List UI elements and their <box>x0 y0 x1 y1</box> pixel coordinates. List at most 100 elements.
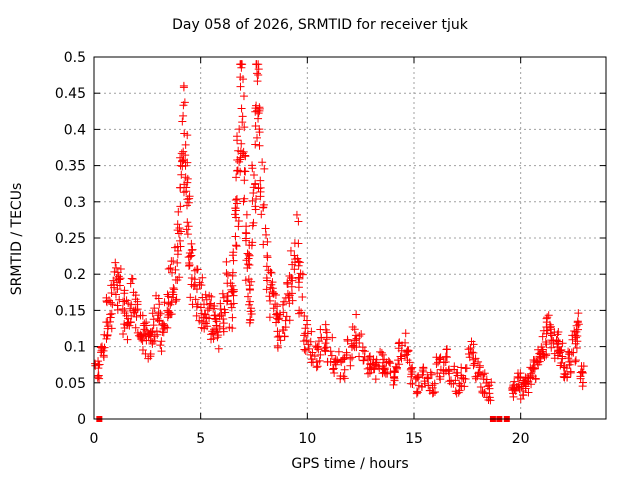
data-point <box>211 311 220 320</box>
data-point <box>310 352 319 361</box>
data-point <box>476 371 485 379</box>
data-point <box>209 334 218 343</box>
data-point <box>516 394 525 403</box>
data-point <box>269 289 278 298</box>
data-point <box>401 338 410 347</box>
data-point <box>176 242 185 251</box>
data-point <box>169 257 178 266</box>
data-point <box>256 176 265 185</box>
y-tick-label: 0 <box>77 412 86 428</box>
data-point <box>377 348 386 357</box>
data-point <box>170 285 179 294</box>
data-point <box>192 285 201 294</box>
data-point <box>174 229 183 238</box>
data-point <box>229 285 238 294</box>
data-point <box>316 350 325 359</box>
data-point <box>432 360 441 369</box>
data-point <box>232 194 241 203</box>
data-point <box>283 279 292 288</box>
data-point <box>220 305 229 314</box>
data-point <box>115 281 124 290</box>
data-point <box>222 297 231 306</box>
data-point <box>292 210 301 219</box>
data-point <box>386 359 395 368</box>
grid-lines <box>94 57 606 419</box>
data-point <box>451 376 460 385</box>
data-point <box>179 111 188 120</box>
data-point <box>180 98 189 107</box>
data-point <box>199 300 208 309</box>
data-point <box>470 359 479 368</box>
data-point <box>156 309 165 318</box>
data-point <box>95 360 104 369</box>
data-point <box>233 136 242 145</box>
data-point <box>178 162 187 171</box>
data-point <box>258 158 267 167</box>
data-point <box>231 206 240 215</box>
data-point <box>275 310 284 319</box>
data-point <box>547 325 556 334</box>
data-point <box>326 358 335 367</box>
data-point <box>578 378 587 387</box>
data-point <box>160 322 169 331</box>
data-point <box>571 356 580 365</box>
x-tick-label: 5 <box>196 431 205 447</box>
data-point <box>365 368 374 377</box>
data-point <box>452 389 461 398</box>
data-point <box>379 364 388 373</box>
data-point <box>116 274 125 283</box>
data-point <box>160 298 169 307</box>
data-point <box>534 360 543 369</box>
data-point <box>392 363 401 372</box>
data-point <box>244 292 253 301</box>
data-point <box>262 285 271 294</box>
data-point <box>114 275 123 284</box>
data-point <box>245 286 254 295</box>
data-point <box>294 217 303 226</box>
data-point <box>255 128 264 137</box>
data-point <box>510 377 519 386</box>
data-point <box>265 313 274 322</box>
data-point <box>266 268 275 277</box>
data-point <box>245 260 254 269</box>
data-point <box>342 351 351 360</box>
data-point <box>150 304 159 313</box>
data-point <box>485 389 494 398</box>
data-point <box>112 263 121 272</box>
data-point <box>413 387 421 396</box>
data-point <box>296 269 305 278</box>
data-point <box>235 125 244 134</box>
data-point <box>558 339 567 348</box>
data-point <box>232 166 241 175</box>
y-tick-label: 0.3 <box>64 195 86 211</box>
data-point <box>229 299 238 308</box>
data-point <box>423 374 432 383</box>
data-point <box>203 306 212 315</box>
data-point <box>274 315 283 324</box>
data-point <box>263 276 272 285</box>
data-point <box>400 351 409 360</box>
data-point <box>259 240 268 249</box>
data-point <box>247 241 256 250</box>
data-point <box>91 361 100 370</box>
data-point <box>385 358 394 367</box>
data-point <box>466 343 475 352</box>
data-point <box>381 369 390 378</box>
data-point <box>242 256 251 265</box>
data-point <box>529 356 538 365</box>
data-point <box>251 121 260 130</box>
y-tick-label: 0.5 <box>64 50 86 66</box>
data-point <box>153 314 162 323</box>
data-point <box>177 149 186 158</box>
data-point <box>190 266 199 275</box>
data-point <box>251 179 260 188</box>
data-point <box>313 343 322 352</box>
data-point <box>301 346 310 355</box>
data-point <box>239 92 248 101</box>
data-point <box>203 322 212 331</box>
data-point <box>127 311 136 320</box>
data-point <box>128 274 137 283</box>
data-point <box>164 292 173 301</box>
data-point <box>457 363 466 372</box>
